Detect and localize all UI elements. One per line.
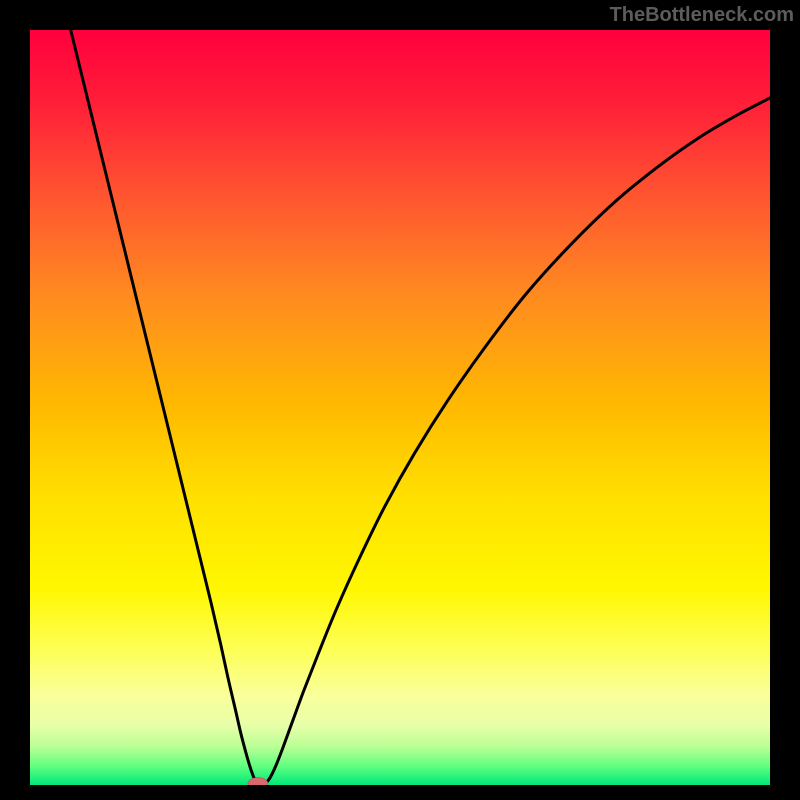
chart-curve-svg [0,0,800,800]
optimum-marker [248,777,268,789]
bottleneck-curve [71,30,770,785]
chart-container: TheBottleneck.com [0,0,800,800]
watermark-text: TheBottleneck.com [610,4,794,27]
